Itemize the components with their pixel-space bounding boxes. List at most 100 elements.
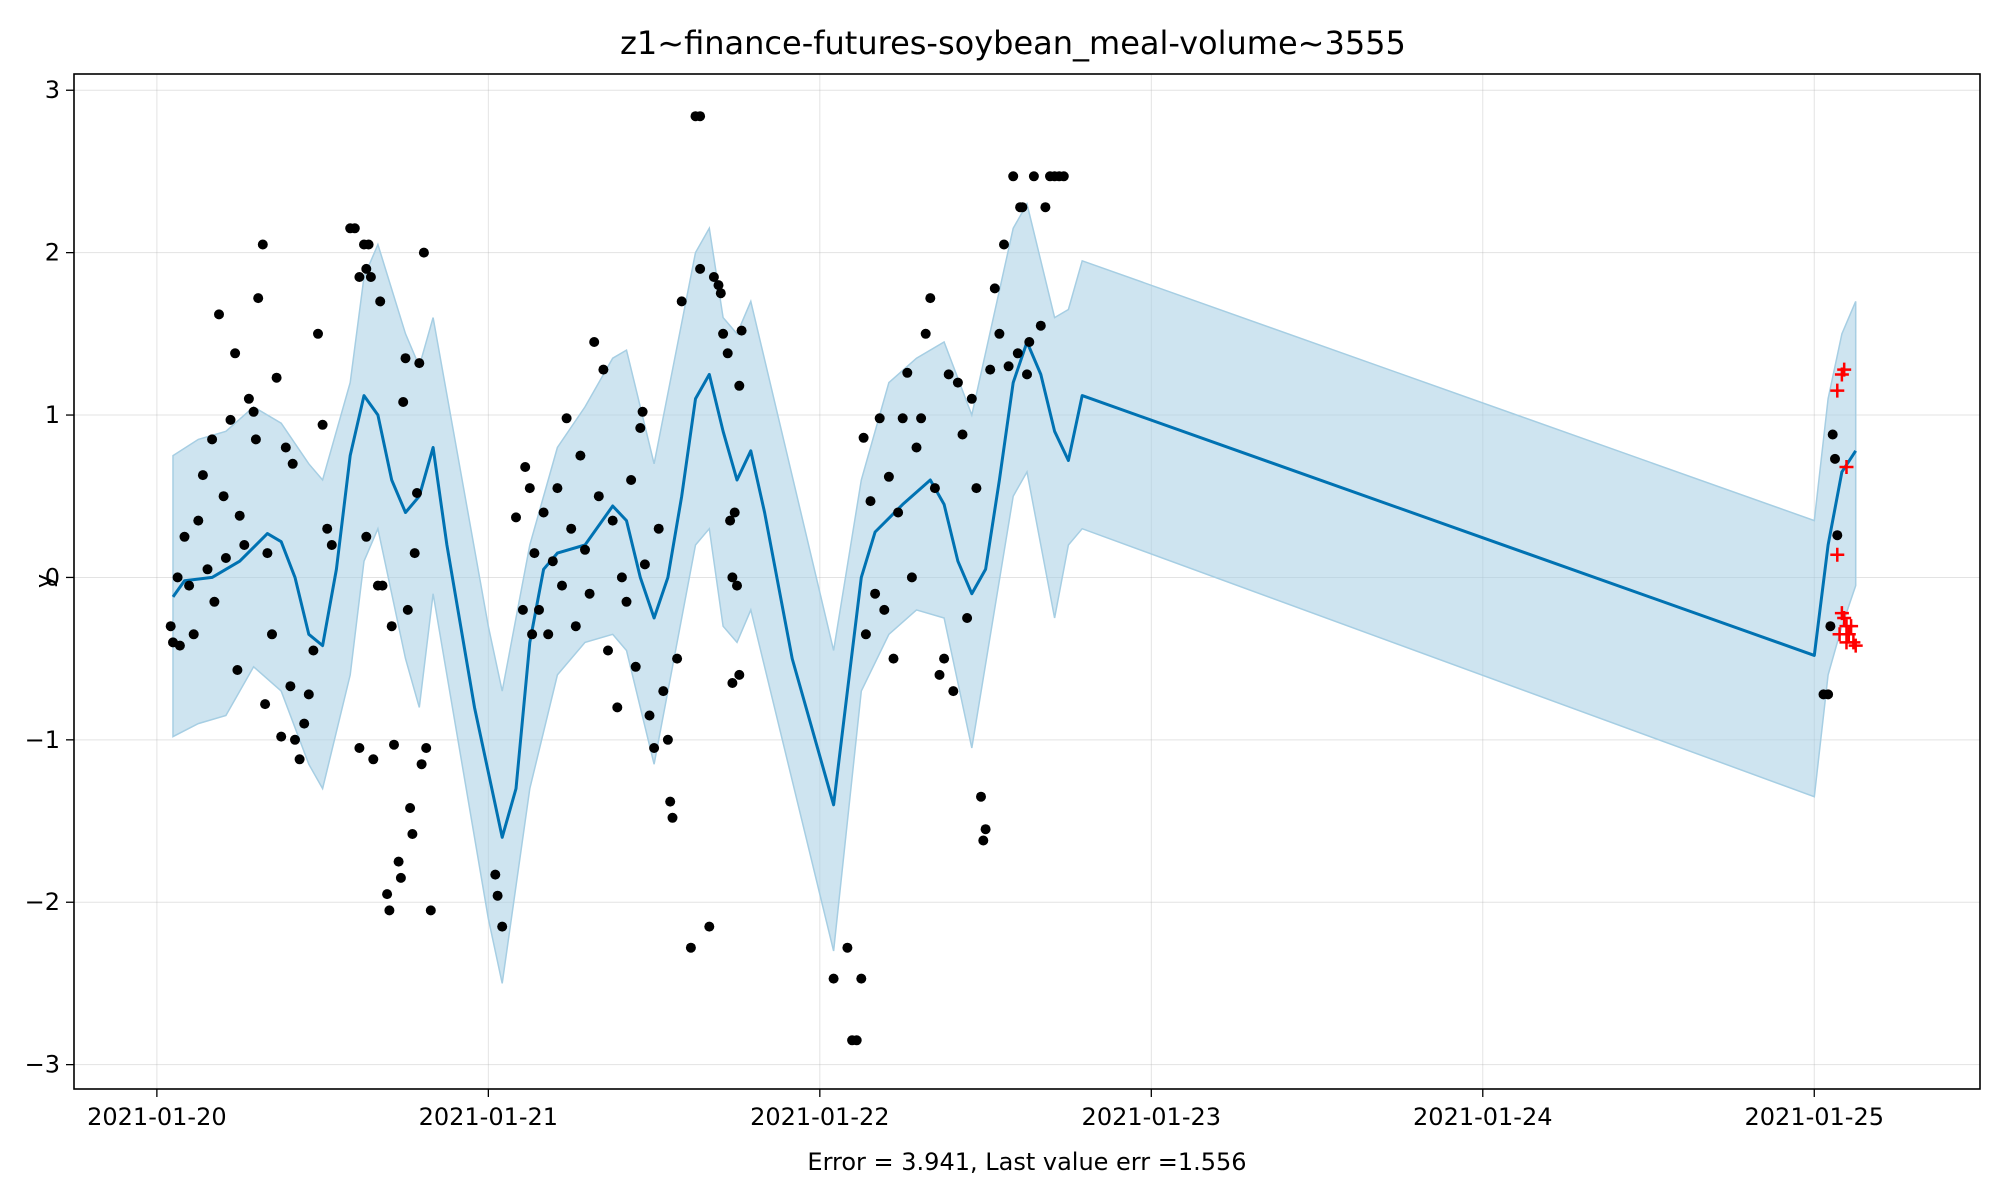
observed-points-layer [165,111,1843,1046]
observed-point [1028,171,1039,182]
observed-point [386,621,397,632]
observed-point [870,588,881,599]
observed-point [497,921,508,932]
observed-point [257,239,268,250]
observed-point [412,488,422,498]
y-tick-label: 0 [45,563,60,591]
observed-point [414,358,425,369]
observed-point [978,835,989,846]
observed-point [874,413,885,424]
observed-point [994,328,1005,339]
observed-point [239,540,250,550]
observed-point [971,483,982,494]
observed-point [218,491,229,502]
observed-point [906,572,917,583]
observed-point [285,681,296,692]
observed-point [920,328,931,339]
observed-point [547,556,558,567]
observed-point [639,559,650,570]
observed-point [858,432,869,443]
observed-point [934,669,945,680]
observed-point [287,458,298,469]
observed-point [308,645,319,656]
observed-point [1012,348,1023,359]
test-point [1837,362,1852,377]
observed-point [299,718,310,729]
observed-point [865,496,876,507]
observed-point [538,507,549,518]
observed-point [939,653,950,664]
observed-point [349,223,360,234]
observed-point [253,293,264,304]
observed-point [184,580,195,591]
y-tick-label: 3 [45,76,60,104]
forecast-line-layer [171,340,1857,839]
observed-point [734,380,745,391]
observed-point [842,942,853,953]
observed-point [1830,453,1840,464]
observed-point [524,483,535,494]
observed-point [575,450,586,461]
observed-point [948,686,959,697]
observed-point [174,640,185,651]
observed-point [658,686,669,697]
observed-point [672,653,683,664]
observed-point [989,283,1000,294]
observed-point [517,604,528,615]
observed-point [598,364,609,375]
x-tick-label: 2021-01-23 [1082,1103,1221,1131]
y-axis: −3 −2 −1 0 1 2 3 [25,76,74,1079]
plot-frame [73,73,1981,1090]
observed-point [566,523,577,534]
observed-point [593,491,604,502]
observed-point [603,645,613,656]
observed-point [980,824,991,835]
observed-point [957,429,968,440]
observed-point [828,973,839,984]
observed-point [534,604,544,615]
observed-point [193,515,204,526]
observed-point [400,353,411,364]
observed-point [1017,202,1028,213]
observed-point [409,548,420,559]
observed-point [520,462,531,472]
chart-title: z1~finance-futures-soybean_meal-volume~3… [620,24,1406,62]
uncertainty-band [172,201,1857,984]
observed-point [248,406,259,417]
observed-point [1058,171,1069,182]
x-tick-label: 2021-01-20 [87,1103,226,1131]
observed-point [570,621,581,632]
observed-point [214,309,224,320]
observed-point [354,272,365,282]
observed-point [734,669,745,680]
test-point [1839,460,1854,475]
observed-point [405,803,416,813]
observed-point [552,483,563,494]
observed-point [529,548,540,559]
observed-point [653,523,664,534]
observed-point [393,856,404,867]
observed-point [354,743,365,753]
observed-point [398,397,409,407]
observed-point [365,272,376,282]
observed-point [368,754,379,765]
observed-point [704,921,715,932]
observed-point [382,889,393,900]
observed-point [416,759,427,770]
observed-point [637,406,648,417]
x-tick-label: 2021-01-22 [750,1103,889,1131]
test-point [1830,383,1845,398]
observed-point [303,689,314,700]
observed-point [207,434,218,445]
observed-point [395,872,406,883]
observed-point [665,796,676,807]
observed-point [317,419,328,430]
observed-point [635,423,646,433]
observed-point [225,414,236,425]
observed-point [313,328,323,339]
test-point [1830,547,1845,562]
observed-point [421,743,432,753]
observed-point [267,629,277,640]
test-points-layer [1830,362,1863,653]
observed-point [232,665,243,675]
